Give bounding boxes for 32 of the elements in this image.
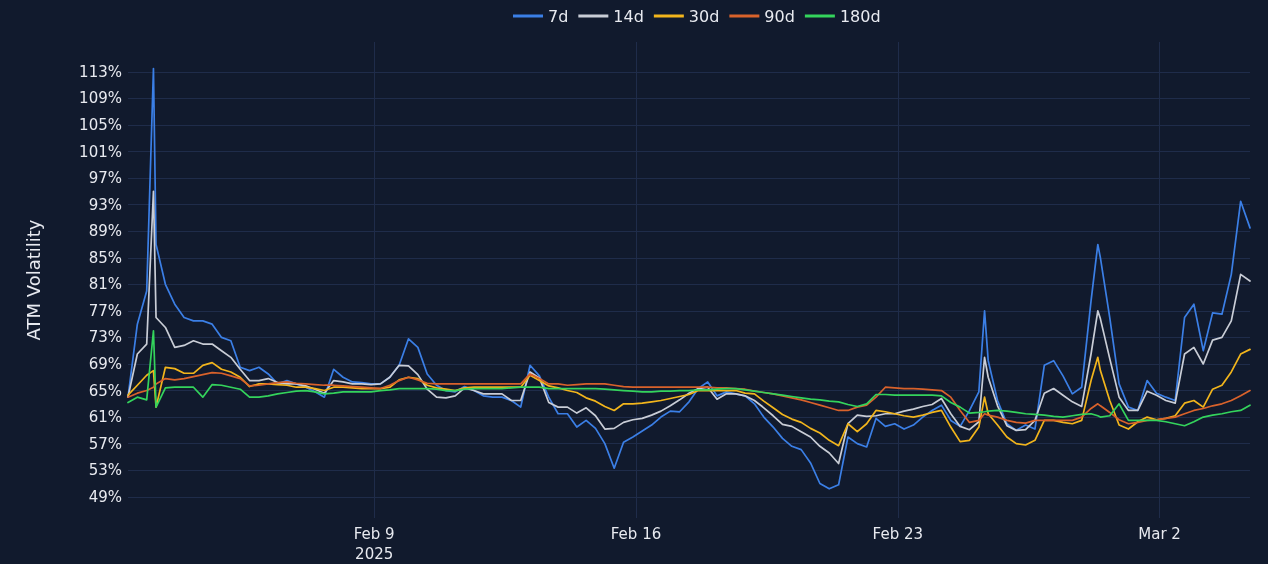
y-tick-label: 57%	[88, 434, 122, 453]
y-tick-label: 109%	[79, 89, 122, 108]
y-tick-label: 69%	[88, 354, 122, 373]
legend-label: 90d	[764, 6, 795, 26]
line-series	[127, 371, 1251, 425]
y-tick-label: 73%	[88, 328, 122, 347]
legend-label: 30d	[688, 6, 720, 26]
y-tick-label: 81%	[88, 275, 122, 294]
legend-label: 180d	[839, 6, 881, 26]
y-tick-label: 85%	[88, 248, 122, 267]
x-tick-label: Feb 9 2025	[353, 525, 395, 563]
y-axis-title: ATM Volatility	[22, 219, 44, 341]
y-tick-label: 53%	[88, 461, 122, 480]
x-tick-label: Feb 16	[610, 525, 662, 543]
line-series	[127, 348, 1251, 447]
y-tick-label: 97%	[88, 169, 122, 188]
y-tick-label: 49%	[88, 487, 122, 506]
line-series	[127, 67, 1251, 490]
legend-label: 7d	[548, 6, 569, 26]
y-tick-label: 77%	[88, 301, 122, 320]
y-tick-label: 101%	[79, 142, 122, 161]
x-tick-label: Feb 23	[872, 525, 924, 543]
y-tick-label: 105%	[79, 115, 122, 134]
legend-label: 14d	[613, 6, 644, 26]
x-tick-label: Mar 2	[1138, 525, 1181, 543]
y-tick-label: 113%	[79, 62, 122, 81]
y-tick-label: 61%	[88, 408, 122, 427]
y-tick-label: 65%	[88, 381, 122, 400]
y-tick-label: 89%	[88, 222, 122, 241]
line-series	[127, 329, 1251, 427]
line-series	[127, 190, 1251, 465]
y-tick-label: 93%	[88, 195, 122, 214]
